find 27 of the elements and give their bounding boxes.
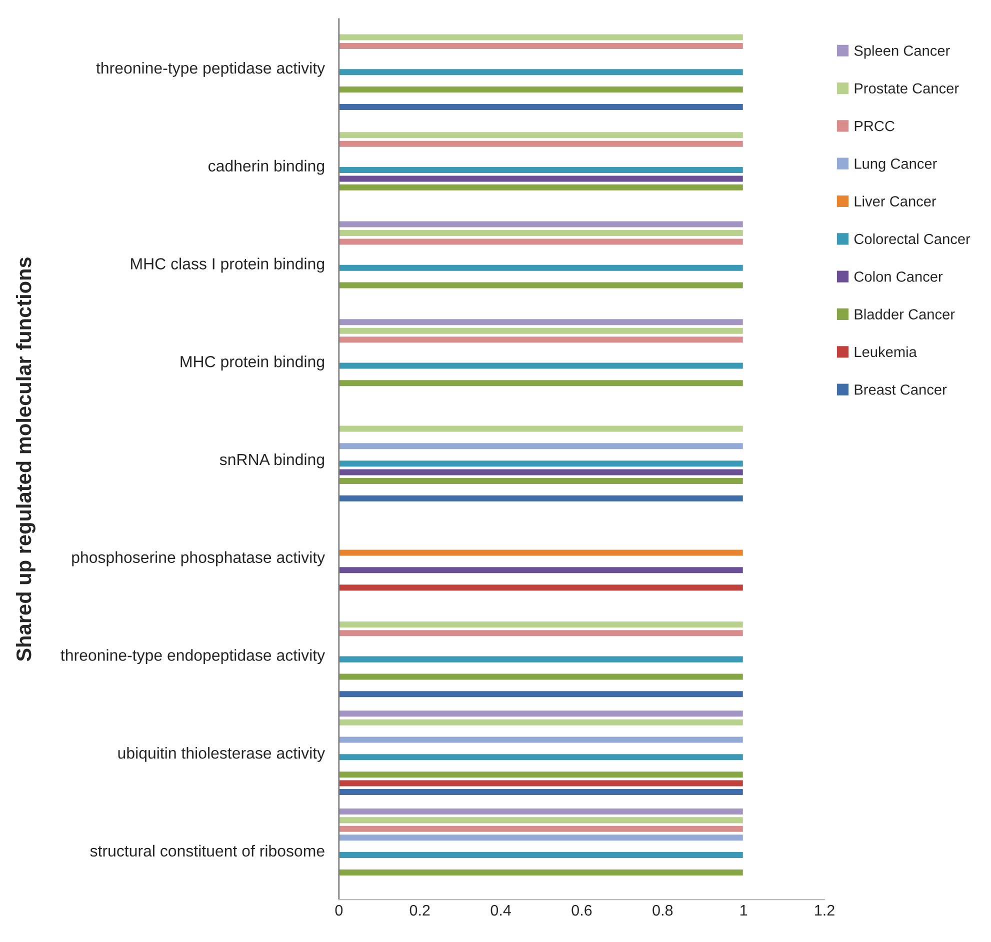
y-tick-label: structural constituent of ribosome <box>90 844 324 857</box>
legend-label: Bladder Cancer <box>854 308 955 320</box>
legend-label: Colorectal Cancer <box>854 233 970 244</box>
y-tick-label: snRNA binding <box>220 453 324 468</box>
x-tick-label: 0.8 <box>652 904 673 916</box>
y-axis-title: Shared up regulated molecular functions <box>16 257 36 662</box>
legend-label: Prostate Cancer <box>854 83 959 94</box>
legend-label: Leukemia <box>854 346 917 358</box>
legend-label: Spleen Cancer <box>854 45 950 59</box>
y-tick-label: ubiquitin thiolesterase activity <box>118 747 326 762</box>
legend-label: Lung Cancer <box>854 158 937 172</box>
y-tick-label: phosphoserine phosphatase activity <box>72 551 326 566</box>
y-tick-label: cadherin binding <box>208 160 324 175</box>
legend-label: PRCC <box>854 120 894 132</box>
x-tick-label: 0.4 <box>490 904 511 916</box>
legend-label: Liver Cancer <box>854 196 936 207</box>
y-tick-label: MHC class I protein binding <box>131 258 324 273</box>
x-tick-label: 1.2 <box>815 904 834 916</box>
x-tick-label: 0 <box>335 904 343 916</box>
legend-label: Colon Cancer <box>854 271 943 282</box>
y-tick-label: threonine-type endopeptidase activity <box>60 649 326 664</box>
x-tick-label: 0.2 <box>410 904 430 916</box>
x-tick-label: 1 <box>740 905 748 916</box>
y-tick-label: threonine-type peptidase activity <box>96 62 326 77</box>
x-tick-label: 0.6 <box>572 904 592 916</box>
y-tick-label: MHC protein binding <box>180 356 324 370</box>
legend-label: Breast Cancer <box>854 384 947 395</box>
